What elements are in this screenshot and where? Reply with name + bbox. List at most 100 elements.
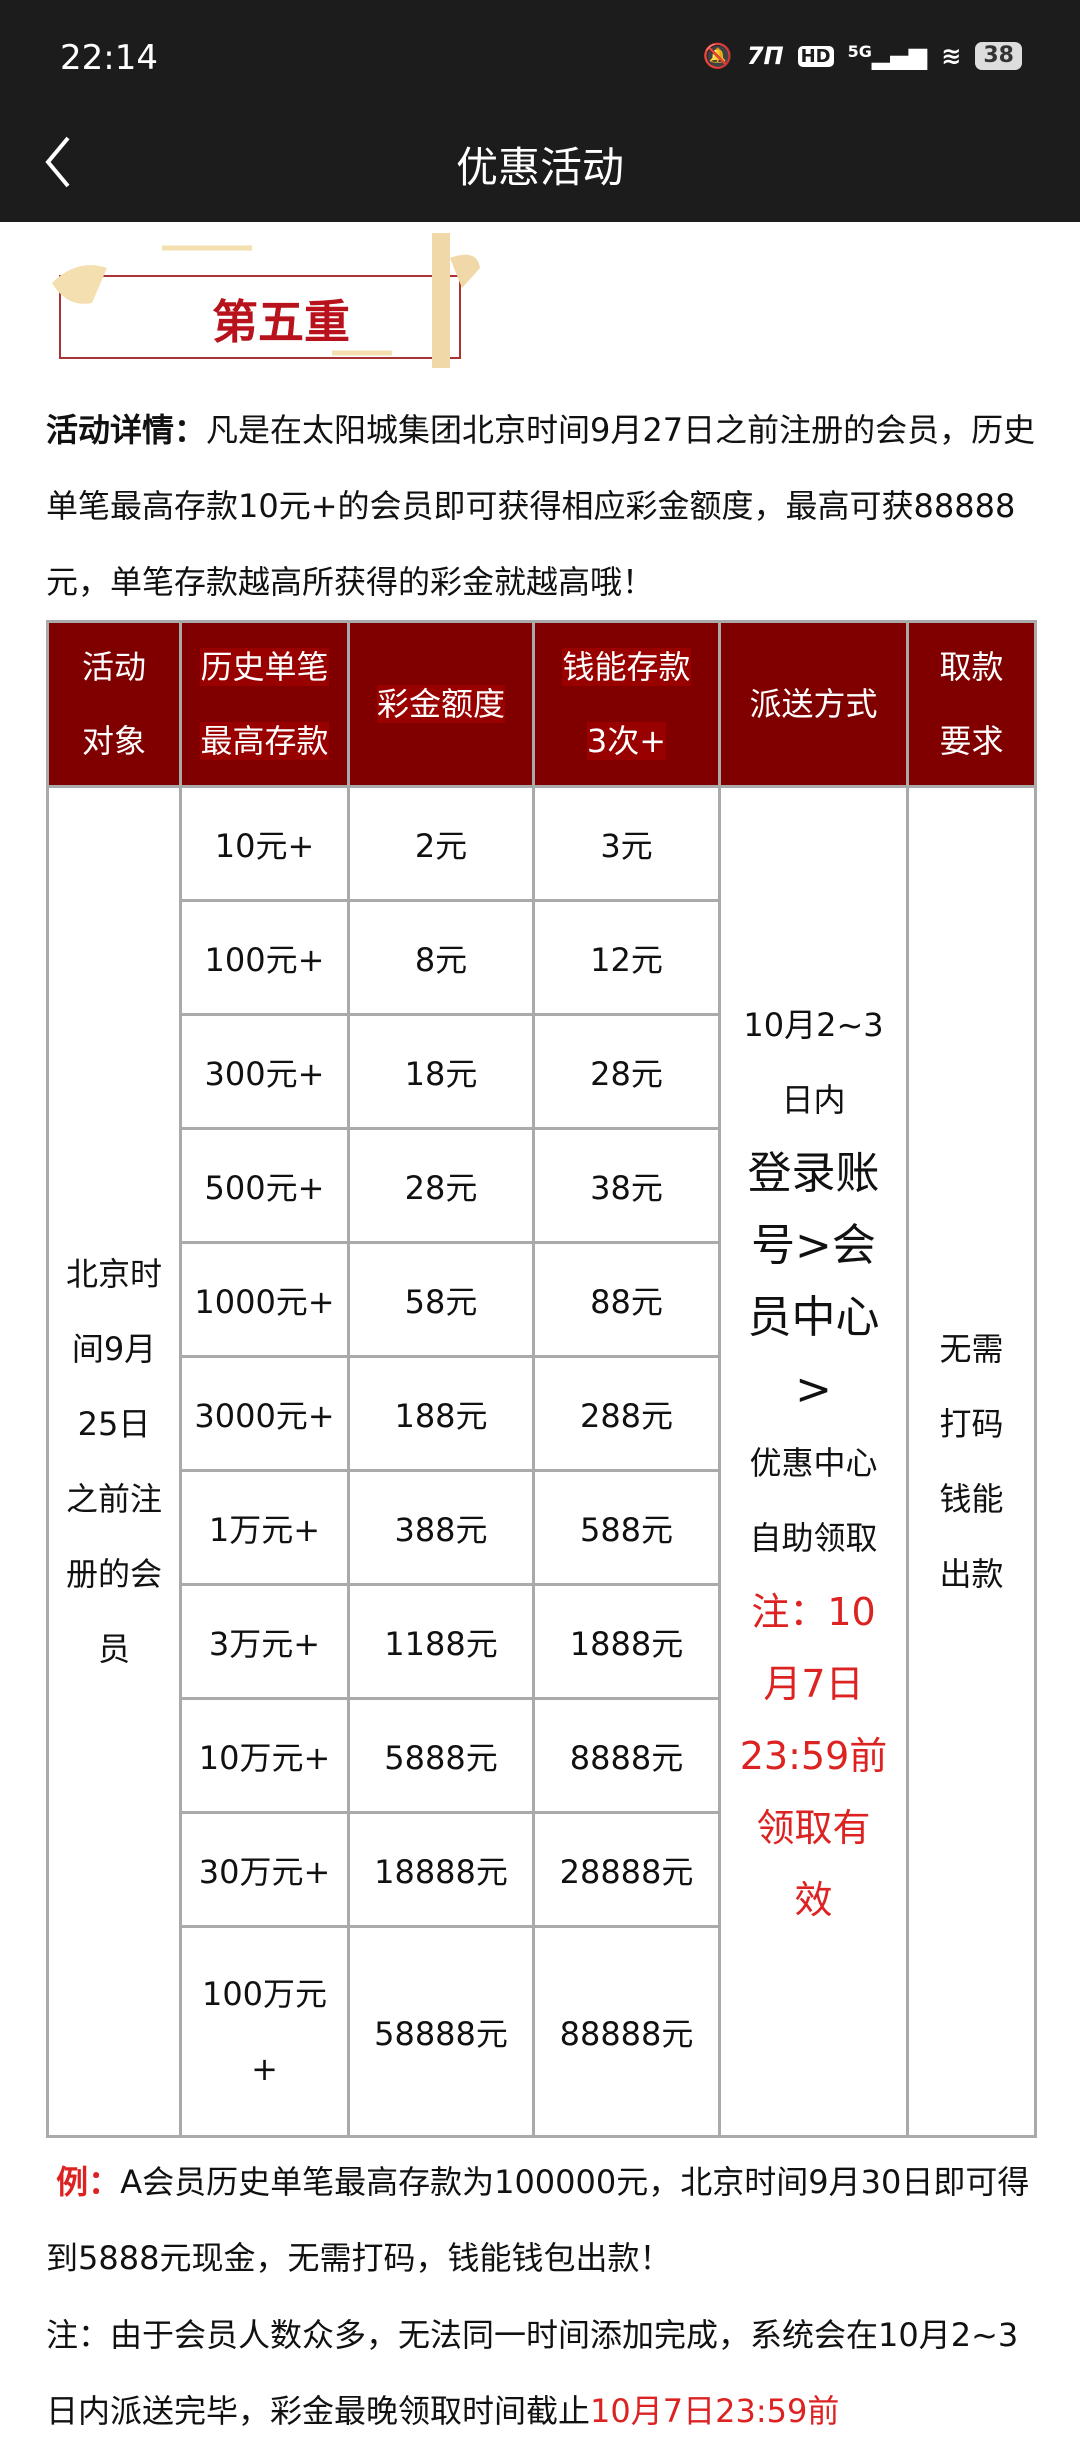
- cell-line: 优惠中心: [749, 1443, 878, 1482]
- banner-image: 第五重: [52, 233, 480, 368]
- column-header: 钱能存款 3次+: [532, 620, 721, 788]
- column-header: 派送方式: [718, 620, 909, 788]
- table-cell: 88888元: [532, 1925, 721, 2138]
- header-text: 历史单笔: [200, 648, 329, 686]
- carrier-icon: 7Π: [746, 42, 784, 70]
- table-cell: 30万元+: [179, 1811, 350, 1928]
- cell-line: 无需: [939, 1329, 1004, 1368]
- table-cell: 3元: [532, 785, 721, 902]
- table-cell: 8888元: [532, 1697, 721, 1814]
- delivery-cell: 10月2~3 日内 登录账 号>会 员中心 > 优惠中心 自助领取 注：10 月7日 23:59前领…: [718, 785, 909, 2138]
- example-body: A会员历史单笔最高存款为100000元，北京时间9月30日即可得到5888元现金…: [46, 2163, 1030, 2277]
- cell-line: 自助领取: [749, 1518, 878, 1557]
- table-cell: 18元: [347, 1013, 535, 1130]
- table-cell: 28元: [347, 1127, 535, 1244]
- column-header: 取款 要求: [906, 620, 1037, 788]
- promo-table: 活动 对象 历史单笔 最高存款 彩金额度 钱能存款 3次+ 派送方式 取款 要求 北京时 间9月 25…: [46, 620, 1037, 2138]
- hd-icon: HD: [797, 45, 834, 67]
- header-text: 取款: [939, 648, 1004, 686]
- table-row: 1万元+ 388元 588元: [48, 1469, 1036, 1586]
- table-cell: 10元+: [179, 785, 350, 902]
- note-body: 注：由于会员人数众多，无法同一时间添加完成，系统会在10月2~3日内派送完毕，彩…: [46, 2316, 1019, 2430]
- table-cell: 3万元+: [179, 1583, 350, 1700]
- header-text: 3次+: [586, 722, 667, 760]
- table-row: 3万元+ 1188元 1888元: [48, 1583, 1036, 1700]
- cell-line: 25日: [77, 1404, 151, 1443]
- table-cell: 388元: [347, 1469, 535, 1586]
- table-row: 10万元+ 5888元 8888元: [48, 1697, 1036, 1814]
- page-title: 优惠活动: [455, 143, 624, 192]
- table-cell: 1188元: [347, 1583, 535, 1700]
- cell-line: 北京时: [65, 1254, 162, 1293]
- header-text: 最高存款: [200, 722, 329, 760]
- status-time: 22:14: [60, 38, 158, 78]
- table-row: 30万元+ 18888元 28888元: [48, 1811, 1036, 1928]
- table-row: 北京时 间9月 25日 之前注 册的会员 10元+ 2元 3元 10月2~3 日内 登录账 号>会 员中…: [46, 785, 1037, 2138]
- table-cell: 1000元+: [179, 1241, 350, 1358]
- table-row: 100万元+ 58888元 88888元: [48, 1925, 1036, 2138]
- table-row: 100元+ 8元 12元: [48, 899, 1036, 1016]
- cell-line: 钱能: [939, 1479, 1004, 1518]
- header-text: 活动: [81, 648, 146, 686]
- table-cell: 58888元: [347, 1925, 535, 2138]
- cell-line: 打码: [939, 1404, 1004, 1443]
- table-row: 500元+ 28元 38元: [48, 1127, 1036, 1244]
- cell-line: 10月2~3: [743, 1005, 884, 1044]
- table-cell: 288元: [532, 1355, 721, 1472]
- cell-line: 注：10: [751, 1589, 876, 1634]
- cell-line: 效: [794, 1877, 833, 1922]
- details-text: 凡是在太阳城集团北京时间9月27日之前注册的会员，历史单笔最高存款10元+的会员…: [46, 411, 1036, 601]
- table-cell: 8元: [347, 899, 535, 1016]
- cell-line: 间9月: [71, 1329, 157, 1368]
- cell-line: 日内: [781, 1080, 846, 1119]
- table-cell: 100元+: [179, 899, 350, 1016]
- table-cell: 588元: [532, 1469, 721, 1586]
- cell-line: 23:59前: [739, 1733, 888, 1778]
- table-cell: 18888元: [347, 1811, 535, 1928]
- table-cell: 300元+: [179, 1013, 350, 1130]
- table-cell: 1万元+: [179, 1469, 350, 1586]
- column-header: 活动 对象: [46, 620, 182, 788]
- battery-icon: 38: [975, 42, 1022, 70]
- nav-bar: 优惠活动: [0, 110, 1080, 222]
- example-text: 例：A会员历史单笔最高存款为100000元，北京时间9月30日即可得到5888元…: [46, 2144, 1036, 2296]
- table-cell: 500元+: [179, 1127, 350, 1244]
- cell-line: 号>会: [751, 1219, 876, 1271]
- column-header: 彩金额度: [347, 620, 535, 788]
- cell-line: 出款: [939, 1554, 1004, 1593]
- header-text: 钱能存款: [562, 648, 691, 686]
- note-text: 注：由于会员人数众多，无法同一时间添加完成，系统会在10月2~3日内派送完毕，彩…: [46, 2297, 1036, 2449]
- note-deadline: 10月7日23:59前: [590, 2392, 840, 2430]
- cell-line: 月7日: [763, 1661, 864, 1706]
- table-cell: 38元: [532, 1127, 721, 1244]
- cell-text: 100万元+: [201, 1974, 328, 2088]
- table-cell: 12元: [532, 899, 721, 1016]
- table-cell: 28888元: [532, 1811, 721, 1928]
- signal-icon: 5G▂▄▆: [847, 42, 928, 70]
- table-row: 300元+ 18元 28元: [48, 1013, 1036, 1130]
- table-cell: 100万元+: [179, 1925, 350, 2138]
- table-cell: 5888元: [347, 1697, 535, 1814]
- header-text: 对象: [81, 722, 146, 760]
- cell-line: 登录账: [747, 1147, 880, 1199]
- details-label: 活动详情：: [46, 411, 207, 449]
- table-cell: 188元: [347, 1355, 535, 1472]
- chevron-left-icon[interactable]: [40, 132, 80, 192]
- withdraw-cell: 无需 打码 钱能 出款: [906, 785, 1037, 2138]
- cell-line: >: [795, 1363, 832, 1415]
- example-label: 例：: [56, 2163, 121, 2201]
- table-row: 1000元+ 58元 88元: [48, 1241, 1036, 1358]
- column-header: 历史单笔 最高存款: [179, 620, 350, 788]
- table-cell: 28元: [532, 1013, 721, 1130]
- cell-line: 员: [97, 1629, 130, 1668]
- bell-off-icon: 🔕: [702, 42, 733, 70]
- status-bar: 22:14 🔕 7Π HD 5G▂▄▆ ≋ 38: [0, 0, 1080, 110]
- wifi-icon: ≋: [941, 42, 962, 70]
- table-cell: 58元: [347, 1241, 535, 1358]
- cell-line: 册的会: [65, 1554, 162, 1593]
- activity-details: 活动详情：凡是在太阳城集团北京时间9月27日之前注册的会员，历史单笔最高存款10…: [46, 392, 1036, 620]
- table-cell: 88元: [532, 1241, 721, 1358]
- table-cell: 1888元: [532, 1583, 721, 1700]
- cell-line: 之前注: [65, 1479, 162, 1518]
- header-text: 派送方式: [749, 685, 878, 723]
